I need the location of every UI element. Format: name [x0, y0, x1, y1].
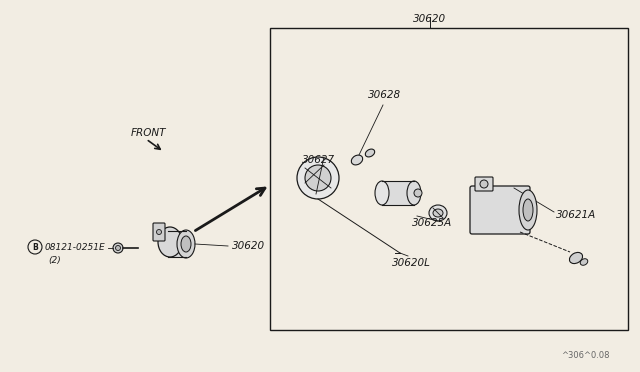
Ellipse shape: [113, 243, 123, 253]
Ellipse shape: [375, 181, 389, 205]
Text: 30625A: 30625A: [412, 218, 452, 228]
Text: 30620L: 30620L: [392, 258, 431, 268]
Text: ^306^0.08: ^306^0.08: [561, 351, 610, 360]
Text: 30628: 30628: [368, 90, 401, 100]
Ellipse shape: [181, 236, 191, 252]
Text: 08121-0251E: 08121-0251E: [45, 243, 106, 251]
Ellipse shape: [158, 227, 182, 257]
Ellipse shape: [305, 165, 331, 191]
Ellipse shape: [297, 157, 339, 199]
Ellipse shape: [519, 190, 537, 230]
Bar: [270, 28, 628, 330]
Ellipse shape: [580, 259, 588, 265]
Ellipse shape: [433, 209, 443, 217]
Ellipse shape: [407, 181, 421, 205]
Text: 30627: 30627: [302, 155, 335, 165]
Ellipse shape: [414, 189, 422, 197]
Text: 30620: 30620: [232, 241, 265, 251]
Ellipse shape: [429, 205, 447, 221]
Bar: [382, 181, 414, 205]
Text: B: B: [32, 243, 38, 251]
Text: 30621A: 30621A: [556, 210, 596, 220]
Text: FRONT: FRONT: [131, 128, 166, 138]
Ellipse shape: [523, 199, 533, 221]
Ellipse shape: [365, 149, 374, 157]
Text: (2): (2): [48, 256, 61, 264]
Ellipse shape: [480, 180, 488, 188]
FancyBboxPatch shape: [153, 223, 165, 241]
Ellipse shape: [157, 230, 161, 234]
FancyBboxPatch shape: [475, 177, 493, 191]
Ellipse shape: [177, 230, 195, 258]
Ellipse shape: [570, 253, 582, 264]
Ellipse shape: [115, 246, 120, 250]
Text: 30620: 30620: [413, 14, 447, 24]
Bar: [168, 231, 186, 257]
Ellipse shape: [351, 155, 363, 165]
FancyBboxPatch shape: [470, 186, 530, 234]
